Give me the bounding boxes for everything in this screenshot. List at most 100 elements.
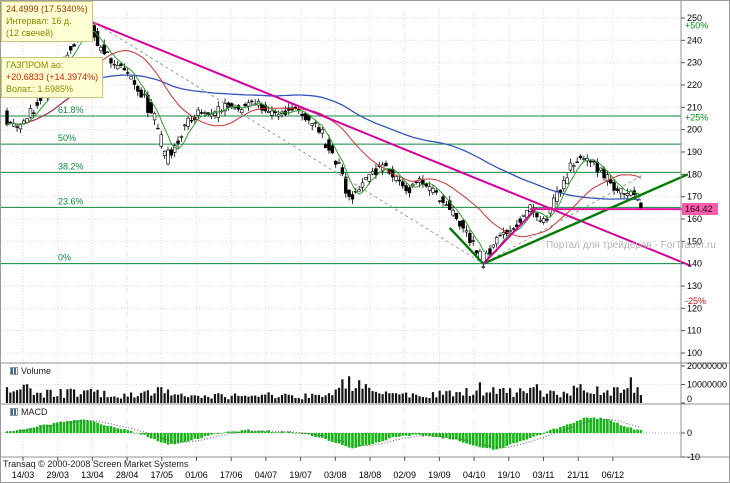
trend-lines[interactable] [87,19,692,267]
volume-bar [485,392,488,403]
macd-bar [32,427,36,433]
volume-bar [267,392,270,403]
volume-bar [451,396,455,403]
macd-histogram [5,417,643,450]
volume-bar [247,396,250,403]
candlesticks [5,17,643,269]
macd-bar [438,433,441,438]
candle-body [427,185,432,191]
macd-bar [126,429,130,433]
macd-bar [592,417,596,433]
candle-body [240,109,244,114]
candle-body [605,174,610,182]
macd-bar [237,431,240,433]
volume-bar [9,392,12,403]
volume-bar [116,397,119,403]
macd-bar [290,432,294,433]
macd-bar [522,433,525,441]
volume-bar [529,387,532,403]
candle-body [243,103,247,107]
macd-bar [123,429,126,433]
volume-bar [284,393,287,403]
macd-bar [253,431,257,433]
projection-line[interactable] [482,207,538,265]
candle-body [568,162,573,171]
candle-body [404,185,408,192]
volume-axis-label: 10000000 [687,380,727,390]
macd-bar [79,419,83,433]
candle-body [448,200,452,211]
volume-bar [254,395,257,403]
macd-bar [538,433,542,435]
uptrend-line[interactable] [482,173,689,265]
candle-body [471,240,475,242]
macd-bar [532,433,535,437]
price-axis-label: 160 [687,214,702,224]
macd-bar [492,433,495,450]
macd-bar [220,433,223,434]
downtrend-line[interactable] [87,19,692,267]
volume-bar [415,394,418,403]
candle-body [588,160,593,163]
candle-body [384,162,388,166]
macd-bar [86,420,89,433]
volume-bar [589,393,592,403]
volume-bar [418,396,421,403]
macd-bar [29,427,32,433]
volume-bar [354,388,357,403]
volume-bar [79,394,82,403]
candle-body [162,150,167,157]
macd-bar [42,424,46,433]
candle-body [538,220,542,222]
candle-body [176,140,180,144]
candle-body [454,212,459,219]
volume-bar [492,387,495,403]
macd-bar [337,433,341,444]
volume-bar [49,389,52,403]
candle-body [95,31,100,47]
volume-bar [488,392,492,403]
volume-bar [89,388,92,403]
volume-bar [106,397,109,403]
volume-bar [260,394,264,403]
volume-bar [213,394,217,403]
volume-bar [358,380,361,403]
macd-bar [525,433,529,440]
candle-body [18,124,23,130]
candle-body [230,103,234,107]
volume-bar [150,395,153,403]
volume-bar [482,395,485,403]
pullback-line[interactable] [448,227,485,265]
fib-label: 50% [58,133,76,143]
volume-bar [22,384,25,403]
candle-body [595,162,600,173]
price-axis-label: 120 [687,303,702,313]
macd-bar [381,433,384,442]
macd-bar [582,417,586,433]
price-axis-label: 190 [687,147,702,157]
candle-body [337,162,341,164]
volume-bar [495,393,498,403]
macd-bar [257,430,260,433]
date-axis-label: 21/11 [567,470,589,480]
macd-bar [357,433,361,447]
macd-bar [183,433,187,443]
fib-label: 23.6% [58,196,84,206]
volume-bar [626,388,629,403]
volume-bar [240,396,243,403]
volume-bar [26,384,29,403]
candle-body [578,155,583,159]
macd-bar [173,433,176,445]
macd-bar [347,433,351,448]
candle-body [173,145,177,153]
volume-bar [344,388,347,403]
candle-body [374,168,378,176]
candle-body [619,187,623,194]
macd-bar [575,420,579,433]
macd-panel-label: MACD [10,406,48,418]
candle-body [511,228,516,230]
volume-bar [203,395,206,403]
volume-bar [12,391,15,403]
volume-bar [576,387,579,403]
